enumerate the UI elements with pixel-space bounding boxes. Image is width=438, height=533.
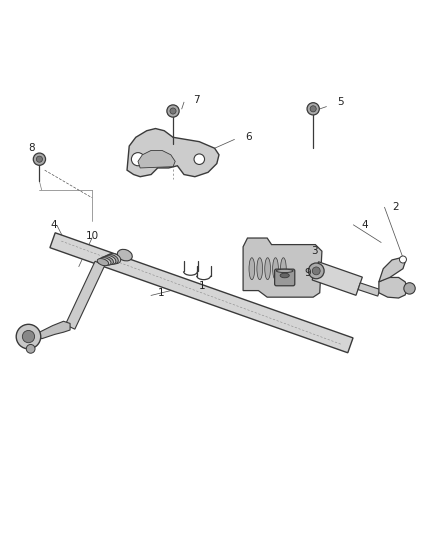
Polygon shape — [50, 233, 353, 353]
Text: 7: 7 — [193, 95, 199, 105]
Ellipse shape — [101, 256, 113, 265]
Polygon shape — [358, 283, 380, 296]
Circle shape — [22, 330, 35, 343]
Circle shape — [26, 344, 35, 353]
Text: 6: 6 — [245, 132, 252, 142]
Ellipse shape — [103, 255, 116, 264]
Circle shape — [399, 256, 406, 263]
Text: 3: 3 — [311, 246, 318, 256]
Text: 4: 4 — [361, 220, 368, 230]
Polygon shape — [312, 262, 362, 295]
Polygon shape — [379, 258, 405, 282]
Polygon shape — [39, 321, 70, 339]
Circle shape — [36, 156, 42, 162]
Circle shape — [310, 106, 316, 112]
Ellipse shape — [97, 259, 109, 266]
Text: 1: 1 — [199, 281, 206, 291]
Text: 9: 9 — [304, 268, 311, 278]
Text: 8: 8 — [28, 143, 35, 154]
Ellipse shape — [249, 258, 255, 280]
Circle shape — [33, 153, 46, 165]
Circle shape — [404, 282, 415, 294]
Ellipse shape — [280, 273, 289, 278]
Text: 2: 2 — [392, 203, 399, 212]
Polygon shape — [243, 238, 322, 297]
Circle shape — [16, 324, 41, 349]
Ellipse shape — [257, 258, 262, 280]
Ellipse shape — [280, 258, 286, 280]
Polygon shape — [65, 261, 105, 329]
Ellipse shape — [272, 258, 279, 280]
Text: 1: 1 — [158, 288, 164, 298]
Text: 10: 10 — [85, 231, 99, 241]
Ellipse shape — [99, 257, 111, 265]
Circle shape — [167, 105, 179, 117]
Polygon shape — [138, 150, 175, 168]
Circle shape — [307, 103, 319, 115]
FancyBboxPatch shape — [275, 269, 295, 286]
Circle shape — [312, 267, 320, 275]
Text: 5: 5 — [337, 97, 344, 107]
Circle shape — [194, 154, 205, 165]
Polygon shape — [379, 278, 407, 298]
Polygon shape — [127, 128, 219, 177]
Circle shape — [170, 108, 176, 114]
Circle shape — [131, 152, 145, 166]
Text: 4: 4 — [50, 220, 57, 230]
Ellipse shape — [107, 254, 121, 264]
Ellipse shape — [276, 269, 293, 272]
Ellipse shape — [117, 249, 132, 261]
Ellipse shape — [105, 255, 118, 264]
Ellipse shape — [265, 258, 270, 280]
Circle shape — [308, 263, 324, 279]
